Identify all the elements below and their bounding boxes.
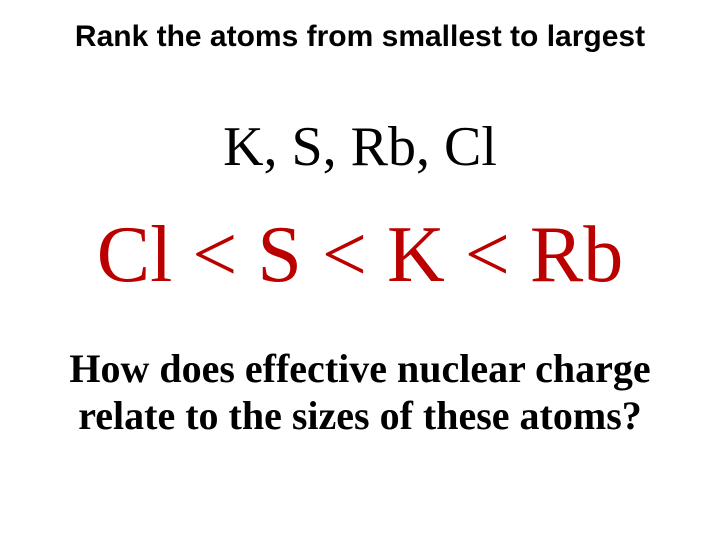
ranking-answer: Cl < S < K < Rb [0,210,720,301]
question-line-1: How does effective nuclear charge [69,346,650,391]
element-list: K, S, Rb, Cl [0,115,720,179]
slide-title: Rank the atoms from smallest to largest [0,20,720,54]
followup-question: How does effective nuclear charge relate… [30,345,690,439]
question-line-2: relate to the sizes of these atoms? [78,393,642,438]
slide: Rank the atoms from smallest to largest … [0,0,720,540]
